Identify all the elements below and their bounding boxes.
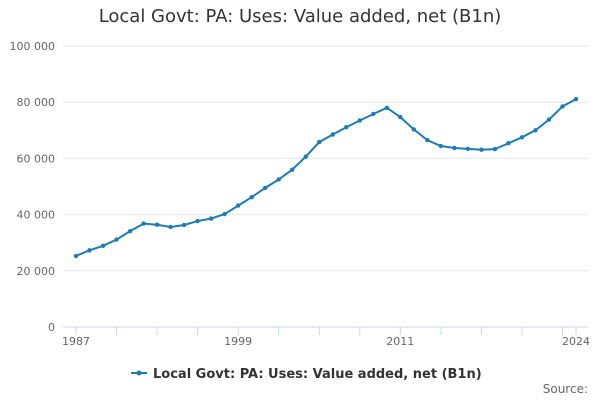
- data-point: [438, 143, 444, 149]
- data-point: [479, 147, 484, 152]
- data-point: [262, 185, 268, 191]
- data-point: [357, 118, 362, 123]
- data-point: [546, 117, 552, 122]
- data-point: [290, 167, 295, 172]
- data-point: [87, 248, 92, 253]
- data-point: [141, 221, 146, 226]
- data-point: [73, 253, 79, 259]
- x-tick-label: 1999: [224, 335, 252, 348]
- data-point: [303, 154, 308, 159]
- data-point: [384, 105, 390, 111]
- y-tick-label: 80 000: [17, 96, 56, 109]
- data-point: [114, 237, 119, 242]
- y-tick-label: 40 000: [17, 209, 56, 222]
- x-tick-label: 2024: [562, 335, 590, 348]
- data-point: [330, 132, 335, 137]
- data-point: [452, 145, 457, 151]
- y-tick-label: 100 000: [10, 40, 56, 53]
- data-point: [317, 139, 322, 145]
- data-point: [154, 222, 160, 227]
- data-point: [208, 216, 214, 221]
- data-point: [560, 104, 565, 109]
- x-axis-ticks: [75, 327, 577, 335]
- x-axis-labels: 1987 1999 2011 2024: [62, 335, 590, 348]
- data-point: [371, 111, 376, 117]
- legend-marker-symbol: [136, 370, 142, 376]
- data-point: [398, 114, 403, 120]
- legend-item-label[interactable]: Local Govt: PA: Uses: Value added, net (…: [153, 367, 482, 382]
- y-tick-label: 60 000: [17, 152, 56, 165]
- y-tick-label: 0: [48, 321, 55, 334]
- gridlines: [63, 45, 588, 272]
- data-point: [344, 125, 349, 130]
- data-point: [276, 177, 281, 182]
- data-point: [235, 203, 241, 208]
- data-point: [506, 141, 511, 146]
- data-point: [533, 128, 538, 133]
- data-point: [222, 211, 227, 217]
- x-tick-label: 2011: [386, 335, 414, 348]
- data-point: [127, 228, 133, 234]
- data-point: [492, 146, 498, 152]
- series-layer: [73, 96, 579, 259]
- data-point: [195, 218, 200, 224]
- y-tick-label: 20 000: [17, 265, 56, 278]
- x-tick-label: 1987: [62, 335, 90, 348]
- data-point: [168, 224, 173, 230]
- chart-title: Local Govt: PA: Uses: Value added, net (…: [98, 6, 502, 27]
- data-point: [181, 222, 187, 228]
- data-point: [425, 137, 430, 143]
- data-point: [249, 194, 254, 200]
- data-point: [411, 127, 417, 132]
- source-credit[interactable]: Source:: [542, 382, 588, 396]
- data-point: [519, 135, 525, 140]
- legend[interactable]: Local Govt: PA: Uses: Value added, net (…: [131, 367, 482, 382]
- data-point: [573, 96, 579, 102]
- data-point: [465, 146, 471, 152]
- y-axis-labels: 0 20 000 40 000 60 000 80 000 100 000: [10, 40, 56, 334]
- data-point: [100, 243, 106, 248]
- series-line: [75, 98, 577, 257]
